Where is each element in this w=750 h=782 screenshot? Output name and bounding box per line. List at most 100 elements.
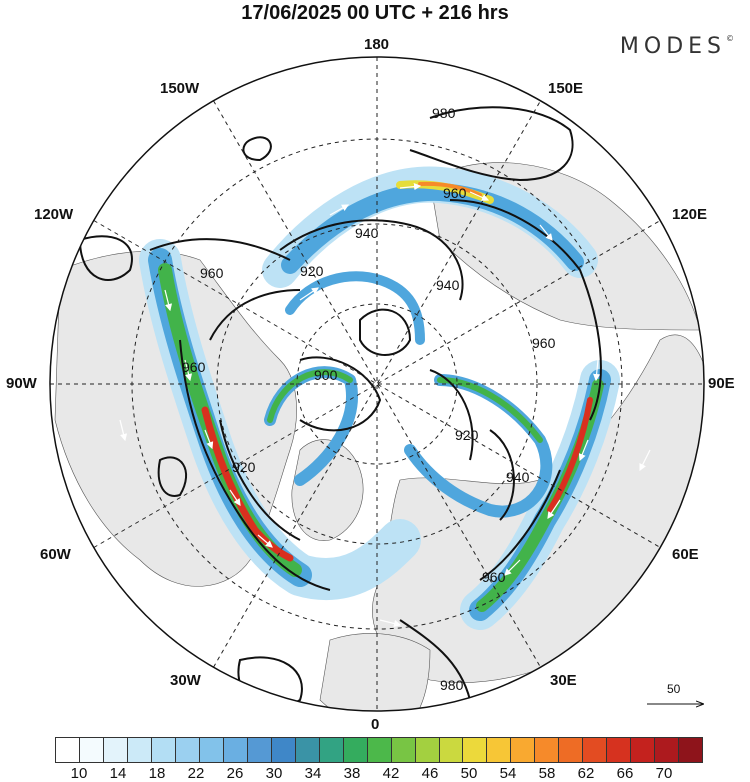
wind-arrow: [329, 204, 350, 216]
brand-text: MODES: [619, 34, 726, 59]
colorbar-tick-label: 54: [499, 765, 517, 782]
colorbar-tick-label: 14: [109, 765, 127, 782]
colorbar-cell: [367, 738, 392, 762]
contour-label: 960: [443, 185, 467, 201]
lon-label-120w: 120W: [34, 206, 74, 223]
wind-arrow: [149, 169, 170, 181]
colorbar-cell: [391, 738, 416, 762]
wind-arrow: [184, 359, 193, 382]
colorbar-tick-label: 62: [577, 765, 595, 782]
contour-label: 920: [232, 459, 256, 475]
colorbar-cell: [343, 738, 368, 762]
colorbar-cell: [295, 738, 320, 762]
wind-key-arrow-icon: [647, 680, 705, 710]
wind-arrow: [257, 534, 273, 548]
lon-label-60e: 60E: [672, 546, 699, 563]
contour-low-w: [157, 456, 187, 497]
contour-inner: [359, 308, 412, 356]
contour-ring: [242, 136, 272, 162]
colorbar-cell: [631, 738, 656, 762]
wind-arrow: [299, 287, 319, 301]
contour-960-east: [449, 199, 602, 581]
contour-low-left: [78, 235, 133, 281]
colorbar-cell: [175, 738, 200, 762]
contour-980-north: [409, 106, 574, 182]
contour-label-group: 980 960 940 920 940 960 960 900 920 960 …: [182, 105, 556, 693]
colorbar-cell: [271, 738, 296, 762]
colorbar-cell: [103, 738, 128, 762]
lon-label-90w: 90W: [6, 375, 37, 392]
contour-label: 940: [436, 277, 460, 293]
colorbar-cell: [487, 738, 512, 762]
brand-logo: MODES©: [620, 34, 734, 59]
meridian-30-210: [213, 100, 541, 668]
colorbar-cell: [223, 738, 248, 762]
contour-label: 980: [432, 105, 456, 121]
jet-east-core: [547, 397, 593, 513]
colorbar-tick-label: 34: [304, 765, 322, 782]
colorbar-tick-label: 70: [655, 765, 673, 782]
colorbar-cell: [679, 738, 703, 762]
contour-920-east: [429, 369, 474, 461]
colorbar-cell: [415, 738, 440, 762]
contour-label: 920: [300, 263, 324, 279]
colorbar-cell: [319, 738, 344, 762]
colorbar-cell: [56, 738, 80, 762]
contour-940: [279, 219, 464, 301]
latitude-circle-2: [216, 223, 538, 545]
colorbar-cell: [655, 738, 680, 762]
colorbar-tick-label: 30: [265, 765, 283, 782]
contour-920-west: [209, 289, 301, 541]
colorbar-cell: [535, 738, 560, 762]
meridian-60-240: [93, 220, 661, 548]
colorbar-tick-label: 66: [616, 765, 634, 782]
wind-arrow: [639, 449, 651, 472]
colorbar-cell: [511, 738, 536, 762]
contour-label: 960: [200, 265, 224, 281]
colorbar-tick-label: 18: [148, 765, 166, 782]
colorbar-tick-label: 38: [343, 765, 361, 782]
wind-arrow: [619, 179, 642, 191]
colorbar-cell: [199, 738, 224, 762]
lon-label-120e: 120E: [672, 206, 708, 223]
colorbar-tick-label: 46: [421, 765, 439, 782]
map-boundary: [49, 56, 705, 712]
jet-north-red: [418, 181, 482, 197]
colorbar: [55, 737, 703, 763]
wind-arrow: [469, 191, 490, 201]
height-contours: [78, 106, 602, 709]
contour-960-west: [149, 238, 331, 591]
contour-label: 920: [455, 427, 479, 443]
jet-north-mid: [281, 182, 584, 274]
lon-label-150e: 150E: [548, 80, 584, 97]
wind-arrow: [379, 619, 402, 628]
lon-label-30w: 30W: [170, 672, 201, 689]
brand-mark: ©: [726, 34, 734, 43]
colorbar-tick-label: 58: [538, 765, 556, 782]
colorbar-cell: [79, 738, 104, 762]
wind-arrow: [547, 499, 561, 519]
wind-arrow: [229, 489, 241, 506]
contour-980-south: [399, 619, 471, 701]
jet-inner-green: [267, 369, 353, 423]
colorbar-cell: [247, 738, 272, 762]
wind-arrow: [164, 289, 173, 312]
wind-arrow: [593, 359, 601, 382]
map-title: 17/06/2025 00 UTC + 216 hrs: [241, 2, 509, 24]
wind-arrow: [504, 559, 521, 576]
wind-arrow: [578, 439, 589, 462]
lon-label-180: 180: [364, 36, 390, 53]
contour-940-east: [489, 429, 515, 521]
contour-label: 980: [440, 677, 464, 693]
jet-west-core: [201, 406, 294, 562]
lon-label-0: 0: [371, 716, 380, 733]
wind-arrow: [399, 183, 422, 191]
colorbar-tick-label: 22: [187, 765, 205, 782]
colorbar-tick-label: 26: [226, 765, 244, 782]
colorbar-cell: [463, 738, 488, 762]
latitude-circle-1: [296, 303, 458, 465]
wind-arrow: [119, 419, 128, 442]
lon-label-60w: 60W: [40, 546, 71, 563]
contour-label: 960: [532, 335, 556, 351]
